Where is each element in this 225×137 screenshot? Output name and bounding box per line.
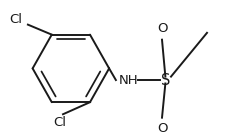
- Text: O: O: [157, 122, 167, 135]
- Text: Cl: Cl: [53, 116, 66, 129]
- Text: NH: NH: [118, 74, 138, 87]
- Text: S: S: [161, 73, 170, 88]
- Text: O: O: [157, 22, 167, 35]
- Text: Cl: Cl: [10, 13, 23, 26]
